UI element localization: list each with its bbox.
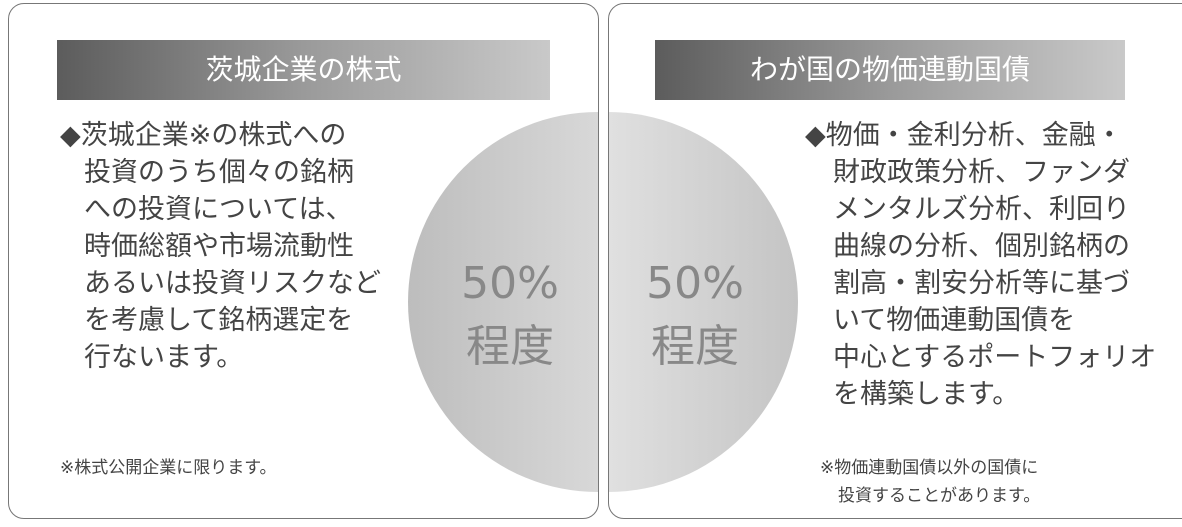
body-text: を考慮して銘柄選定を	[84, 305, 354, 336]
footnote: ※株式公開企業に限ります。	[60, 458, 277, 478]
body-text: 時価総額や市場流動性	[84, 231, 354, 262]
body-text: を構築します。	[833, 379, 1020, 410]
body-text: いて物価連動国債を	[833, 305, 1076, 336]
footnote: ※物価連動国債以外の国債に	[820, 458, 1039, 478]
footnote: 投資することがあります。	[838, 486, 1041, 506]
body-text: 曲線の分析、個別銘柄の	[833, 231, 1130, 262]
body-text: への投資については、	[84, 194, 353, 225]
panel-header: 茨城企業の株式	[57, 40, 550, 100]
body-text: 行ないます。	[84, 342, 244, 373]
body-text: メンタルズ分析、利回り	[833, 194, 1130, 225]
left-half-circle	[408, 112, 598, 492]
panel	[608, 3, 1182, 519]
body-text: 投資のうち個々の銘柄	[84, 157, 354, 188]
percent-suffix: 程度	[466, 321, 554, 372]
body-text: あるいは投資リスクなど	[84, 268, 381, 299]
percent: 50%	[646, 258, 744, 309]
panel-header: わが国の物価連動国債	[655, 40, 1125, 100]
percent-suffix: 程度	[651, 321, 739, 372]
body-text: 財政政策分析、ファンダ	[833, 157, 1130, 188]
body-text: ◆茨城企業※の株式への	[60, 120, 347, 151]
body-text: ◆物価・金利分析、金融・	[805, 120, 1123, 151]
right-half-circle	[608, 112, 798, 492]
panel	[8, 3, 599, 519]
body-text: 割高・割安分析等に基づ	[833, 268, 1130, 299]
body-text: 中心とするポートフォリオ	[833, 342, 1157, 373]
percent: 50%	[461, 258, 559, 309]
